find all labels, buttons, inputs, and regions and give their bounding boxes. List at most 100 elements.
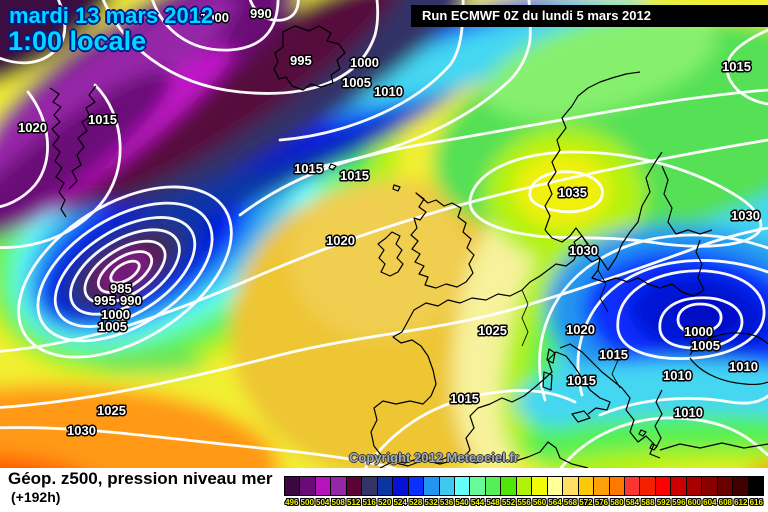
colorbar-value: 596 <box>672 498 686 507</box>
colorbar-cell <box>438 476 455 496</box>
colorbar-value: 580 <box>610 498 624 507</box>
colorbar-cell <box>392 476 409 496</box>
colorbar-value: 608 <box>718 498 732 507</box>
isobar-label: 1005 <box>342 75 371 90</box>
isobar-label: 1010 <box>374 84 403 99</box>
colorbar-cell <box>361 476 378 496</box>
colorbar-value: 544 <box>470 498 485 507</box>
isobar-contours <box>0 0 768 468</box>
colorbar-value: 528 <box>408 498 423 507</box>
isobar-label: 1005 <box>98 319 127 334</box>
isobar-label: 1030 <box>569 243 598 258</box>
isobar-label: 1010 <box>663 368 692 383</box>
colorbar-value: 556 <box>517 498 531 507</box>
forecast-step: (+192h) <box>11 489 61 505</box>
colorbar-value: 508 <box>331 498 345 507</box>
legend-bar: Géop. z500, pression niveau mer (+192h) … <box>0 468 768 512</box>
isobar-label: 1020 <box>566 322 595 337</box>
colorbar-value: 536 <box>439 498 454 507</box>
colorbar-cell <box>407 476 425 496</box>
colorbar-value: 588 <box>641 498 655 507</box>
colorbar-value: 560 <box>532 498 547 507</box>
colorbar-value: 520 <box>377 498 392 507</box>
isobar-label: 1020 <box>326 233 355 248</box>
colorbar-value: 604 <box>703 498 717 507</box>
colorbar-cell <box>654 476 672 496</box>
colorbar-cell <box>670 476 687 496</box>
isobar-label: 1030 <box>731 208 760 223</box>
colorbar-value: 568 <box>563 498 578 507</box>
colorbar-cell <box>453 476 471 496</box>
colorbar-cell <box>593 476 610 496</box>
z500-field <box>0 0 768 468</box>
isobar-label: 1015 <box>88 112 117 127</box>
colorbar-cell <box>623 476 641 496</box>
colorbar-cell <box>515 476 533 496</box>
colorbar-cell <box>685 476 703 496</box>
colorbar-value: 548 <box>486 498 500 507</box>
isobar-label: 1010 <box>729 359 758 374</box>
colorbar-value: 552 <box>501 498 516 507</box>
colorbar-cell <box>469 476 486 496</box>
colorbar-value: 532 <box>424 498 438 507</box>
forecast-date: mardi 13 mars 2012 <box>9 3 214 28</box>
isobar-label: 1015 <box>599 347 628 362</box>
isobar-label: 1000 <box>101 307 130 322</box>
colorbar-value: 496 <box>285 498 299 507</box>
legend-title: Géop. z500, pression niveau mer <box>8 469 273 488</box>
model-run-banner: Run ECMWF 0Z du lundi 5 mars 2012 <box>411 5 768 27</box>
colorbar-value: 600 <box>687 498 702 507</box>
colorbar-cell <box>330 476 347 496</box>
colorbar-labels: 496 500 504 508 512 516 520 524 528 532 536 540 544 5… <box>284 498 764 507</box>
colorbar-value: 612 <box>734 498 748 507</box>
colorbar-value: 504 <box>316 498 330 507</box>
colorbar-cell <box>747 476 765 496</box>
forecast-local-time: 1:00 locale <box>8 26 147 56</box>
colorbar-cell <box>299 476 316 496</box>
isobar-label: 990 <box>120 293 142 308</box>
colorbar-cell <box>345 476 363 496</box>
isobar-label: 1035 <box>558 185 587 200</box>
isobar-label: 1015 <box>567 373 596 388</box>
colorbar-cell <box>701 476 718 496</box>
isobar-label: 1030 <box>67 423 96 438</box>
colorbar-value: 576 <box>594 498 609 507</box>
colorbar-cell <box>314 476 332 496</box>
isobar-label: 1015 <box>294 161 323 176</box>
isobar-label: 1015 <box>340 168 369 183</box>
colorbar-cell <box>500 476 517 496</box>
isobar-label: 1015 <box>722 59 751 74</box>
colorbar-cell <box>732 476 749 496</box>
isobar-label: 1000 <box>200 10 229 25</box>
isobar-label: 995 <box>290 53 312 68</box>
colorbar-cell <box>562 476 579 496</box>
colorbar-value: 516 <box>362 498 376 507</box>
colorbar-cell <box>716 476 734 496</box>
colorbar-cell <box>284 476 301 496</box>
colorbar-value: 524 <box>393 498 407 507</box>
colorbar-value: 540 <box>455 498 469 507</box>
colorbar-value: 572 <box>579 498 593 507</box>
colorbar-cell <box>423 476 440 496</box>
isobar-label: 1025 <box>478 323 507 338</box>
isobar-label: 1005 <box>691 338 720 353</box>
colorbar-value: 500 <box>300 498 314 507</box>
isobar-label: 1025 <box>97 403 126 418</box>
colorbar-cell <box>546 476 564 496</box>
colorbar-cell <box>484 476 502 496</box>
coastlines <box>49 25 768 468</box>
isobar-label: 1015 <box>450 391 479 406</box>
isobar-label: 1000 <box>684 324 713 339</box>
isobar-label: 990 <box>250 6 272 21</box>
isobar-label: 1020 <box>18 120 47 135</box>
colorbar <box>284 476 765 496</box>
colorbar-cell <box>577 476 595 496</box>
colorbar-cell <box>531 476 548 496</box>
isobar-label: 995 <box>94 293 116 308</box>
colorbar-value: 584 <box>625 498 640 507</box>
colorbar-cell <box>608 476 625 496</box>
isobar-label: 985 <box>110 281 132 296</box>
colorbar-value: 512 <box>347 498 361 507</box>
